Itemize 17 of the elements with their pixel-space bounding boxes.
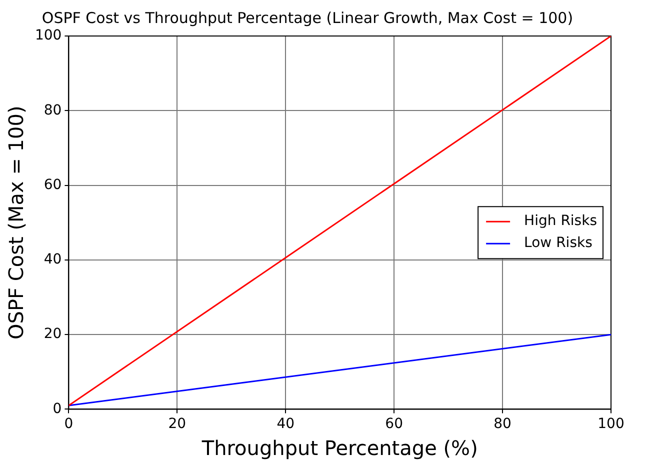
y-tick-label: 20	[44, 326, 62, 342]
legend-label: High Risks	[524, 213, 598, 230]
chart-title: OSPF Cost vs Throughput Percentage (Linear Growth, Max Cost = 100)	[42, 8, 574, 27]
x-tick-label: 20	[168, 416, 186, 432]
x-tick-label: 0	[64, 416, 74, 432]
legend-label: Low Risks	[524, 235, 592, 252]
x-tick-label: 40	[276, 416, 295, 432]
x-tick-label: 60	[385, 416, 404, 432]
y-tick-label: 40	[44, 252, 62, 268]
x-axis-title: Throughput Percentage (%)	[200, 436, 478, 460]
x-tick-label: 100	[598, 416, 624, 432]
y-tick-label: 60	[44, 176, 62, 193]
y-tick-label: 0	[52, 400, 62, 417]
y-tick-label: 100	[34, 28, 62, 44]
x-tick-label: 80	[494, 416, 512, 432]
y-axis-title: OSPF Cost (Max = 100)	[4, 106, 28, 340]
y-tick-label: 80	[44, 102, 62, 118]
